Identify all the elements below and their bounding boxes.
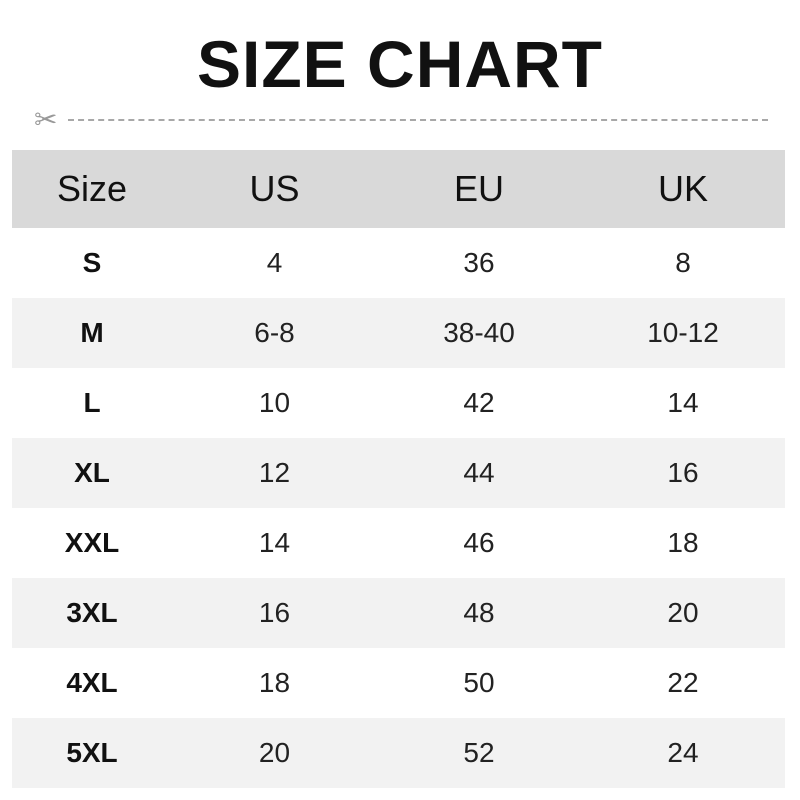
size-value-cell: 20 [172, 718, 377, 788]
size-value-cell: 16 [581, 438, 785, 508]
size-cell: XL [12, 438, 172, 508]
size-cell: 3XL [12, 578, 172, 648]
size-value-cell: 8 [675, 247, 691, 278]
size-value-cell: 6-8 [172, 298, 377, 368]
size-value-cell: 10 [258, 387, 291, 418]
size-value-cell: 42 [463, 387, 495, 418]
size-table: Size US EU UK S 4 36 8 M 6-8 38-40 10-12 L 10 42 14 XL 1… [12, 150, 785, 788]
size-cell: XXL [64, 527, 120, 558]
size-cell: 4XL [66, 667, 118, 698]
size-value-cell: 14 [667, 387, 699, 418]
size-value-cell: 18 [667, 527, 699, 558]
size-cell: S [82, 247, 102, 278]
column-header-us: US [172, 150, 377, 228]
size-value-cell: 10-12 [581, 298, 785, 368]
size-value-cell: 52 [377, 718, 581, 788]
size-value-cell: 48 [377, 578, 581, 648]
size-value-cell: 4 [266, 247, 283, 278]
scissors-icon: ✂ [34, 104, 58, 135]
size-value-cell: 46 [463, 527, 495, 558]
page-title: SIZE CHART [197, 27, 603, 101]
size-value-cell: 38-40 [377, 298, 581, 368]
column-header-size: Size [12, 150, 172, 228]
size-value-cell: 44 [377, 438, 581, 508]
size-value-cell: 22 [667, 667, 699, 698]
size-cell: M [12, 298, 172, 368]
column-header-uk: UK [581, 150, 785, 228]
size-value-cell: 16 [172, 578, 377, 648]
column-header-eu: EU [377, 150, 581, 228]
size-value-cell: 20 [581, 578, 785, 648]
size-value-cell: 50 [463, 667, 495, 698]
table-row: 3XL 16 48 20 [12, 578, 785, 648]
size-cell: L [83, 387, 101, 418]
header-row: Size US EU UK [12, 150, 785, 228]
cut-line: ✂ [34, 104, 768, 135]
table-row: L 10 42 14 [12, 368, 785, 438]
table-row: 5XL 20 52 24 [12, 718, 785, 788]
table-row: S 4 36 8 [12, 228, 785, 298]
size-value-cell: 18 [258, 667, 291, 698]
size-cell: 5XL [12, 718, 172, 788]
dashed-divider [68, 119, 768, 121]
size-value-cell: 24 [581, 718, 785, 788]
size-value-cell: 14 [258, 527, 291, 558]
table-row: 4XL 18 50 22 [12, 648, 785, 718]
size-value-cell: 36 [463, 247, 495, 278]
table-row: XL 12 44 16 [12, 438, 785, 508]
size-value-cell: 12 [172, 438, 377, 508]
table-row: M 6-8 38-40 10-12 [12, 298, 785, 368]
table-row: XXL 14 46 18 [12, 508, 785, 578]
